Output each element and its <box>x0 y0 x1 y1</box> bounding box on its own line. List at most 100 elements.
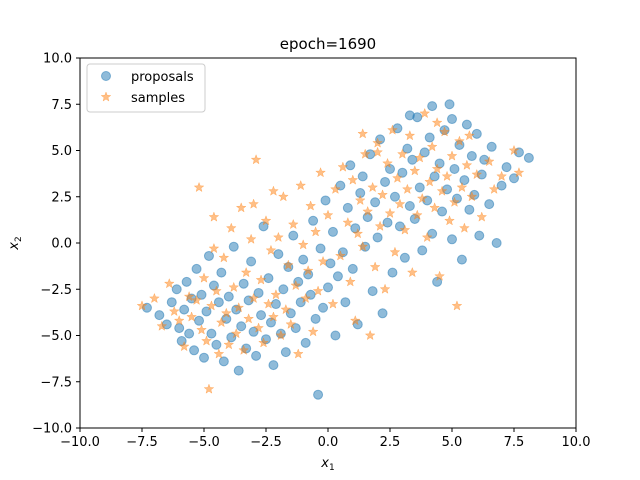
proposal-point <box>171 284 182 295</box>
proposal-point <box>447 234 457 245</box>
legend-samples-label: samples <box>131 91 185 106</box>
sample-point <box>404 129 416 141</box>
proposal-point <box>298 254 309 265</box>
sample-point <box>451 300 463 311</box>
proposal-point <box>273 249 284 260</box>
sample-point <box>173 314 185 326</box>
proposal-point <box>256 310 267 321</box>
proposal-point <box>263 273 274 284</box>
sample-point <box>245 233 257 244</box>
sample-point <box>513 166 525 178</box>
proposal-point <box>184 328 195 339</box>
proposal-point <box>206 328 217 339</box>
sample-point <box>223 339 235 350</box>
sample-point <box>148 292 160 304</box>
proposal-point <box>295 297 306 308</box>
y-tick-label: 0.0 <box>51 237 72 252</box>
sample-point <box>290 279 302 291</box>
y-axis-label-base: x <box>7 242 22 251</box>
proposal-point <box>238 278 249 289</box>
proposal-point <box>325 258 336 269</box>
proposal-point <box>484 199 495 210</box>
proposal-point <box>251 350 262 361</box>
x-tick-label: −7.5 <box>126 435 158 450</box>
sample-point <box>196 324 207 335</box>
sample-point <box>483 155 495 167</box>
x-tick-label: −5.0 <box>188 435 220 450</box>
sample-point <box>272 231 284 243</box>
y-tick-label: 2.5 <box>51 190 72 205</box>
proposal-point <box>437 206 448 217</box>
proposal-point <box>362 212 373 223</box>
x-tick-label: −10.0 <box>60 435 100 450</box>
sample-point <box>260 215 272 226</box>
sample-point <box>330 183 341 194</box>
y-tick-label: 7.5 <box>51 98 72 113</box>
y-tick-label: −2.5 <box>40 283 72 298</box>
proposal-point <box>501 162 512 173</box>
sample-point <box>411 209 423 220</box>
sample-point <box>352 228 364 239</box>
sample-point <box>466 191 478 202</box>
proposal-point <box>417 245 428 256</box>
sample-point <box>379 283 391 294</box>
proposal-point <box>248 326 259 337</box>
x-axis-label: x1 <box>320 456 334 473</box>
sample-point <box>225 222 237 233</box>
y-axis-label: x2 <box>7 236 24 250</box>
sample-point <box>344 276 356 287</box>
sample-point <box>488 183 500 194</box>
sample-point <box>372 146 384 157</box>
proposal-point <box>236 321 247 332</box>
proposal-point <box>313 389 324 400</box>
proposal-point <box>318 302 329 313</box>
sample-point <box>382 157 393 169</box>
proposal-point <box>427 101 438 112</box>
sample-point <box>268 185 279 196</box>
sample-point <box>369 261 381 272</box>
proposal-point <box>174 323 185 334</box>
sample-point <box>441 170 453 182</box>
proposal-point <box>496 180 507 191</box>
sample-point <box>191 294 202 305</box>
sample-point <box>268 311 279 322</box>
sample-point <box>359 148 371 159</box>
sample-point <box>312 285 324 296</box>
y-tick-label: −5.0 <box>40 329 72 344</box>
sample-point <box>409 165 421 176</box>
sample-point <box>401 183 413 194</box>
proposal-point <box>424 132 435 143</box>
sample-point <box>228 281 240 293</box>
sample-point <box>193 181 205 193</box>
legend: proposals samples <box>86 63 206 113</box>
sample-point <box>454 135 465 146</box>
proposal-point <box>199 352 209 363</box>
proposal-point <box>377 308 388 319</box>
sample-point <box>275 329 287 341</box>
sample-point <box>287 218 299 230</box>
sample-point <box>235 202 247 213</box>
proposal-point <box>265 317 276 328</box>
sample-point <box>349 314 361 326</box>
sample-point <box>429 202 441 213</box>
sample-point <box>248 292 260 304</box>
sample-point <box>347 174 359 185</box>
sample-point <box>342 216 354 228</box>
proposal-point <box>404 110 415 121</box>
proposal-point <box>253 287 264 298</box>
sample-point <box>203 383 215 394</box>
sample-point <box>439 126 450 137</box>
proposal-point <box>471 128 482 139</box>
proposal-point <box>407 154 418 165</box>
chart-title: epoch=1690 <box>280 35 376 53</box>
sample-point <box>253 322 264 333</box>
sample-point <box>198 272 210 283</box>
proposal-point <box>385 164 395 174</box>
sample-point <box>292 348 304 359</box>
sample-point <box>297 239 309 250</box>
proposal-point <box>474 230 485 241</box>
sample-point <box>168 305 180 317</box>
y-tick-label: −10.0 <box>32 422 72 437</box>
proposal-point <box>285 308 296 319</box>
proposal-point <box>233 365 244 376</box>
